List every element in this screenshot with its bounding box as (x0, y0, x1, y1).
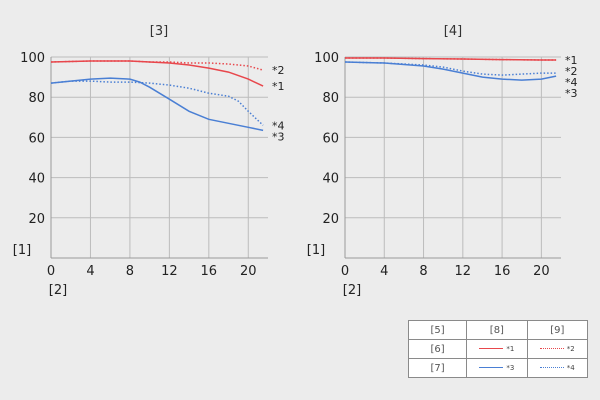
x-tick-label: 0 (47, 264, 55, 279)
x-tick-label: 8 (126, 264, 134, 279)
y-tick-label: 80 (322, 91, 339, 106)
chart-title: [4] (444, 24, 462, 39)
x-tick-label: 4 (86, 264, 94, 279)
x-tick-label: 20 (533, 264, 550, 279)
y-axis-label: [1] (307, 243, 325, 258)
legend-entry-label: *3 (506, 363, 515, 372)
y-tick-label: 60 (28, 131, 45, 146)
y-tick-label: 40 (28, 172, 45, 187)
x-tick-label: 16 (494, 264, 511, 279)
x-tick-label: 20 (240, 264, 257, 279)
legend-header-solid: [8] (466, 320, 528, 340)
series-line (50, 60, 264, 71)
legend-header-corner: [5] (407, 320, 468, 340)
legend-entry-dotted: *2 (526, 339, 589, 359)
legend-entry-label: *4 (566, 363, 575, 372)
series-end-label: *1 (272, 80, 285, 93)
x-tick-label: 8 (419, 264, 427, 279)
series-end-label: *2 (565, 65, 578, 78)
series-end-label: *2 (272, 64, 285, 77)
series-line (50, 77, 264, 132)
legend-swatch-dotted (539, 367, 564, 368)
x-tick-label: 12 (455, 264, 472, 279)
y-tick-label: 100 (314, 51, 339, 66)
series-line (344, 61, 557, 76)
legend-row: [7] *3 *4 (407, 358, 589, 378)
legend-row: [6] *1 *2 (407, 339, 589, 359)
legend-entry-dotted: *4 (526, 358, 589, 378)
legend-header-dotted: [9] (526, 320, 589, 340)
y-tick-label: 100 (20, 51, 45, 66)
x-tick-label: 4 (380, 264, 388, 279)
legend-table: [5] [8] [9] [6] *1 *2 [7] *3 *4 (407, 320, 589, 378)
legend-swatch-solid (479, 367, 504, 368)
legend-row-label: [7] (407, 358, 468, 378)
series-end-label: *4 (272, 119, 285, 132)
series-end-label: *4 (565, 76, 578, 89)
legend-swatch-dotted (539, 348, 564, 349)
legend-entry-label: *1 (506, 344, 515, 353)
series-line (50, 80, 264, 126)
series-end-label: *3 (565, 87, 578, 100)
y-tick-label: 20 (322, 212, 339, 227)
legend-row-label: [6] (407, 339, 468, 359)
x-tick-label: 16 (201, 264, 218, 279)
chart-title: [3] (150, 24, 168, 39)
legend-entry-label: *2 (566, 344, 575, 353)
legend-entry-solid: *3 (466, 358, 528, 378)
series-line (50, 60, 264, 87)
series-end-label: *1 (565, 54, 578, 67)
legend-swatch-solid (479, 348, 504, 349)
x-axis-label: [2] (343, 283, 361, 298)
y-tick-label: 40 (322, 172, 339, 187)
legend-header-row: [5] [8] [9] (407, 320, 589, 340)
legend-entry-solid: *1 (466, 339, 528, 359)
y-axis-label: [1] (13, 243, 31, 258)
x-tick-label: 12 (161, 264, 178, 279)
series-line (344, 61, 557, 81)
series-line (345, 57, 557, 61)
series-end-label: *3 (272, 130, 285, 143)
y-tick-label: 20 (28, 212, 45, 227)
x-tick-label: 0 (341, 264, 349, 279)
y-tick-label: 60 (322, 131, 339, 146)
x-axis-label: [2] (49, 283, 67, 298)
y-tick-label: 80 (28, 91, 45, 106)
